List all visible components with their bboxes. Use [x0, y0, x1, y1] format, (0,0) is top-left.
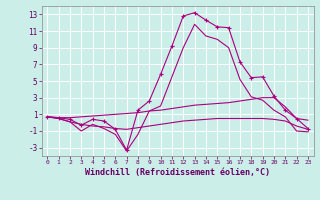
X-axis label: Windchill (Refroidissement éolien,°C): Windchill (Refroidissement éolien,°C): [85, 168, 270, 177]
